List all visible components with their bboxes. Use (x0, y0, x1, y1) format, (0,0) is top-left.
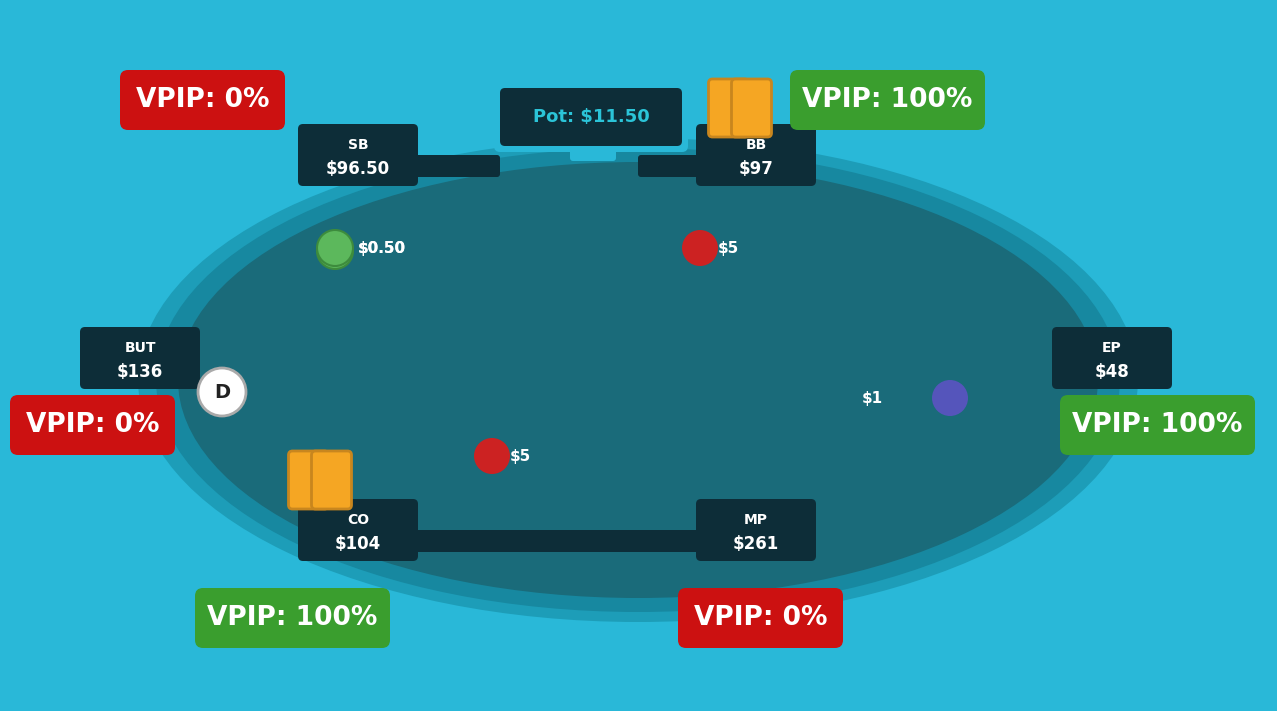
Text: VPIP: 100%: VPIP: 100% (802, 87, 973, 113)
Text: BUT: BUT (124, 341, 156, 355)
Text: $5: $5 (718, 240, 739, 255)
FancyBboxPatch shape (790, 70, 985, 130)
Circle shape (682, 230, 718, 266)
FancyBboxPatch shape (10, 395, 175, 455)
Circle shape (317, 230, 352, 266)
FancyBboxPatch shape (120, 70, 285, 130)
FancyBboxPatch shape (322, 530, 756, 552)
FancyBboxPatch shape (298, 124, 418, 186)
Text: $5: $5 (510, 449, 531, 464)
FancyBboxPatch shape (501, 88, 682, 146)
Text: EP: EP (1102, 341, 1122, 355)
FancyBboxPatch shape (298, 499, 418, 561)
Text: $0.50: $0.50 (358, 240, 406, 255)
Text: $0.50: $0.50 (358, 240, 406, 255)
Text: VPIP: 100%: VPIP: 100% (1073, 412, 1243, 438)
Text: D: D (215, 383, 230, 402)
Text: $97: $97 (738, 160, 774, 178)
FancyBboxPatch shape (678, 588, 843, 648)
FancyBboxPatch shape (289, 451, 328, 509)
FancyBboxPatch shape (638, 155, 816, 177)
FancyBboxPatch shape (322, 155, 501, 177)
Text: VPIP: 0%: VPIP: 0% (135, 87, 269, 113)
FancyBboxPatch shape (1052, 327, 1172, 389)
Text: $1: $1 (862, 390, 884, 405)
Text: $261: $261 (733, 535, 779, 553)
Text: $96.50: $96.50 (326, 160, 389, 178)
Circle shape (317, 233, 352, 269)
FancyBboxPatch shape (494, 82, 688, 152)
Text: SB: SB (347, 138, 368, 152)
Text: Pot: $11.50: Pot: $11.50 (533, 108, 650, 126)
Text: CO: CO (347, 513, 369, 527)
Circle shape (198, 368, 246, 416)
Ellipse shape (138, 138, 1138, 622)
Text: VPIP: 0%: VPIP: 0% (26, 412, 160, 438)
FancyBboxPatch shape (732, 79, 771, 137)
FancyBboxPatch shape (80, 327, 200, 389)
Ellipse shape (156, 148, 1120, 612)
Text: $136: $136 (117, 363, 163, 381)
FancyBboxPatch shape (312, 451, 351, 509)
Circle shape (932, 380, 968, 416)
Circle shape (474, 438, 510, 474)
Text: VPIP: 100%: VPIP: 100% (207, 605, 378, 631)
FancyBboxPatch shape (696, 499, 816, 561)
FancyBboxPatch shape (696, 124, 816, 186)
Text: BB: BB (746, 138, 766, 152)
FancyBboxPatch shape (570, 143, 616, 161)
Text: MP: MP (744, 513, 767, 527)
FancyBboxPatch shape (1060, 395, 1255, 455)
FancyBboxPatch shape (195, 588, 389, 648)
Text: VPIP: 0%: VPIP: 0% (693, 605, 827, 631)
Circle shape (317, 230, 352, 266)
FancyBboxPatch shape (709, 79, 748, 137)
Text: $104: $104 (335, 535, 381, 553)
Ellipse shape (178, 162, 1098, 598)
Text: $48: $48 (1094, 363, 1129, 381)
